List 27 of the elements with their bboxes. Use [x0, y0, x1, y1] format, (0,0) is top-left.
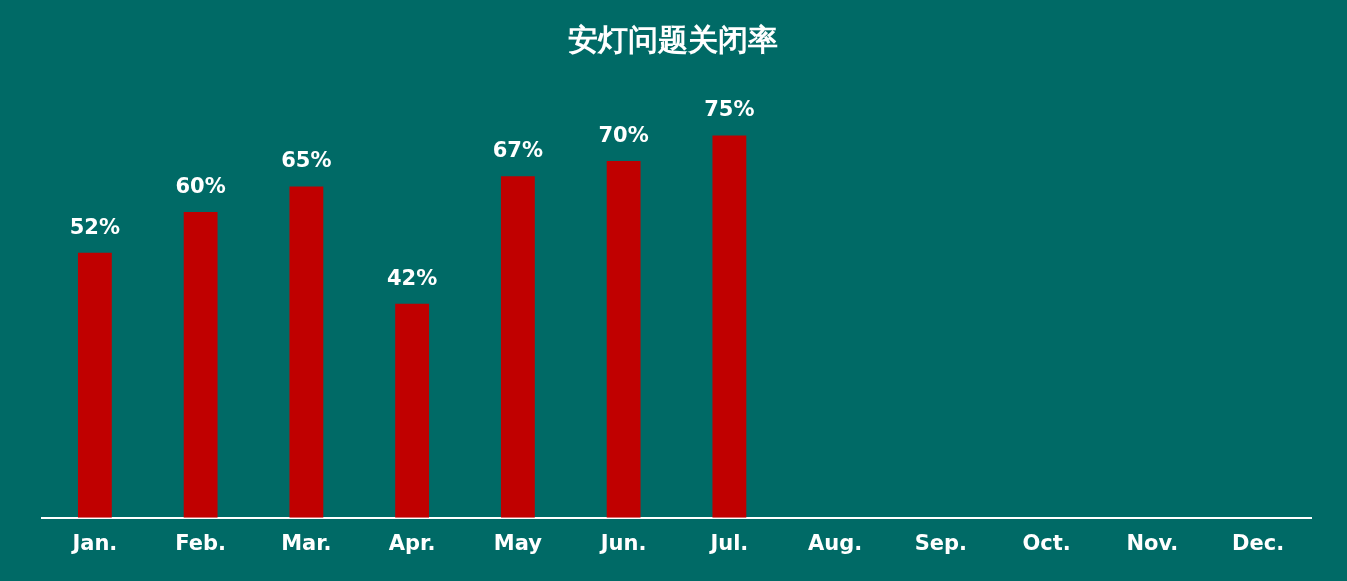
x-tick-label: Nov.	[1126, 530, 1179, 555]
data-label: 65%	[281, 148, 332, 173]
bar	[183, 211, 218, 518]
data-label: 67%	[492, 138, 544, 163]
data-label: 52%	[69, 214, 121, 239]
bar	[289, 186, 324, 518]
bar	[500, 176, 535, 518]
x-tick-label: Jul.	[708, 530, 749, 555]
chart-title: 安灯问题关闭率	[567, 21, 778, 57]
x-tick-label: May	[493, 530, 543, 555]
x-tick-label: Feb.	[175, 530, 226, 555]
data-label: 42%	[386, 265, 438, 290]
x-tick-label: Apr.	[388, 530, 436, 555]
data-label: 60%	[175, 173, 226, 198]
x-tick-label: Aug.	[808, 530, 863, 555]
x-tick-label: Dec.	[1232, 530, 1285, 555]
x-tick-label: Jun.	[598, 530, 647, 555]
x-tick-label: Jan.	[70, 530, 118, 555]
data-label: 70%	[598, 122, 649, 147]
x-tick-label: Oct.	[1022, 530, 1071, 555]
data-label: 75%	[704, 97, 755, 122]
bar	[712, 135, 747, 518]
x-tick-label: Mar.	[281, 530, 332, 555]
bar	[77, 252, 112, 518]
x-tick-label: Sep.	[914, 530, 968, 555]
bar	[395, 303, 430, 518]
bar	[606, 160, 641, 518]
